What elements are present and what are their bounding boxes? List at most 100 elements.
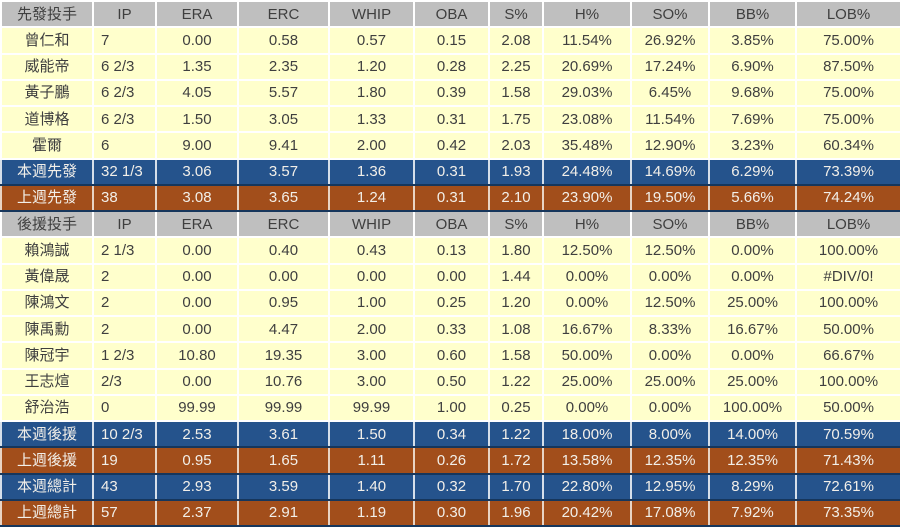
- stat-cell[interactable]: 0.00%: [708, 236, 797, 265]
- stat-cell[interactable]: 1.00: [413, 393, 490, 423]
- stat-cell[interactable]: 100.00%: [708, 393, 797, 423]
- stat-cell[interactable]: 0.42: [413, 131, 490, 160]
- stat-cell[interactable]: 3.08: [155, 183, 239, 213]
- stat-cell[interactable]: 2: [92, 314, 157, 344]
- stat-cell[interactable]: 0.43: [328, 236, 415, 265]
- stat-cell[interactable]: 1.22: [488, 367, 544, 396]
- stat-cell[interactable]: 23.90%: [542, 183, 632, 213]
- stat-cell[interactable]: 2: [92, 288, 157, 318]
- stat-cell[interactable]: 12.90%: [630, 131, 710, 160]
- column-header-cell[interactable]: WHIP: [328, 0, 415, 29]
- stat-cell[interactable]: 0.00: [237, 262, 330, 291]
- stat-cell[interactable]: 1.75: [488, 104, 544, 134]
- summary-label-cell[interactable]: 上週總計: [0, 498, 94, 527]
- stat-cell[interactable]: 0.00%: [630, 393, 710, 423]
- stat-cell[interactable]: 0.34: [413, 419, 490, 449]
- column-header-cell[interactable]: ERA: [155, 209, 239, 239]
- stat-cell[interactable]: 100.00%: [795, 236, 900, 265]
- pitcher-name-cell[interactable]: 王志煊: [0, 367, 94, 396]
- stat-cell[interactable]: 0.00: [328, 262, 415, 291]
- stat-cell[interactable]: 75.00%: [795, 104, 900, 134]
- stat-cell[interactable]: 60.34%: [795, 131, 900, 160]
- stat-cell[interactable]: 24.48%: [542, 157, 632, 186]
- stat-cell[interactable]: 0.32: [413, 472, 490, 501]
- summary-label-cell[interactable]: 上週先發: [0, 183, 94, 213]
- stat-cell[interactable]: 19.50%: [630, 183, 710, 213]
- stat-cell[interactable]: 1.58: [488, 78, 544, 108]
- stat-cell[interactable]: 19.35: [237, 341, 330, 370]
- stat-cell[interactable]: 2 1/3: [92, 236, 157, 265]
- stat-cell[interactable]: 1.50: [155, 104, 239, 134]
- stat-cell[interactable]: 0.30: [413, 498, 490, 527]
- pitcher-name-cell[interactable]: 陳冠宇: [0, 341, 94, 370]
- stat-cell[interactable]: 2.35: [237, 52, 330, 81]
- stat-cell[interactable]: 14.69%: [630, 157, 710, 186]
- stat-cell[interactable]: 70.59%: [795, 419, 900, 449]
- stat-cell[interactable]: 1.24: [328, 183, 415, 213]
- stat-cell[interactable]: 9.68%: [708, 78, 797, 108]
- stat-cell[interactable]: 1.40: [328, 472, 415, 501]
- column-header-cell[interactable]: S%: [488, 0, 544, 29]
- stat-cell[interactable]: 3.06: [155, 157, 239, 186]
- stat-cell[interactable]: 9.00: [155, 131, 239, 160]
- stat-cell[interactable]: 16.67%: [708, 314, 797, 344]
- stat-cell[interactable]: 1.20: [488, 288, 544, 318]
- stat-cell[interactable]: 7.92%: [708, 498, 797, 527]
- stat-cell[interactable]: 10.76: [237, 367, 330, 396]
- stat-cell[interactable]: 1.65: [237, 446, 330, 475]
- column-header-cell[interactable]: IP: [92, 209, 157, 239]
- stat-cell[interactable]: 2.00: [328, 314, 415, 344]
- column-header-cell[interactable]: ERC: [237, 0, 330, 29]
- stat-cell[interactable]: 6.29%: [708, 157, 797, 186]
- stat-cell[interactable]: 0.00: [155, 26, 239, 55]
- stat-cell[interactable]: 11.54%: [542, 26, 632, 55]
- stat-cell[interactable]: 1.33: [328, 104, 415, 134]
- stat-cell[interactable]: 12.95%: [630, 472, 710, 501]
- stat-cell[interactable]: 2.93: [155, 472, 239, 501]
- stat-cell[interactable]: 3.59: [237, 472, 330, 501]
- stat-cell[interactable]: 17.08%: [630, 498, 710, 527]
- column-header-cell[interactable]: S%: [488, 209, 544, 239]
- column-header-cell[interactable]: ERC: [237, 209, 330, 239]
- stat-cell[interactable]: 0.95: [155, 446, 239, 475]
- stat-cell[interactable]: 0.33: [413, 314, 490, 344]
- stat-cell[interactable]: 32 1/3: [92, 157, 157, 186]
- stat-cell[interactable]: 2.00: [328, 131, 415, 160]
- stat-cell[interactable]: 25.00%: [708, 367, 797, 396]
- stat-cell[interactable]: 75.00%: [795, 78, 900, 108]
- pitcher-name-cell[interactable]: 賴鴻誠: [0, 236, 94, 265]
- stat-cell[interactable]: 1.50: [328, 419, 415, 449]
- stat-cell[interactable]: 0.00%: [542, 393, 632, 423]
- stat-cell[interactable]: 3.23%: [708, 131, 797, 160]
- stat-cell[interactable]: 2.03: [488, 131, 544, 160]
- pitcher-name-cell[interactable]: 曾仁和: [0, 26, 94, 55]
- stat-cell[interactable]: 5.66%: [708, 183, 797, 213]
- stat-cell[interactable]: 75.00%: [795, 26, 900, 55]
- stat-cell[interactable]: 72.61%: [795, 472, 900, 501]
- stat-cell[interactable]: 16.67%: [542, 314, 632, 344]
- column-header-cell[interactable]: OBA: [413, 0, 490, 29]
- stat-cell[interactable]: 11.54%: [630, 104, 710, 134]
- stat-cell[interactable]: 50.00%: [795, 393, 900, 423]
- stat-cell[interactable]: 3.57: [237, 157, 330, 186]
- stat-cell[interactable]: 0.31: [413, 183, 490, 213]
- summary-label-cell[interactable]: 本週先發: [0, 157, 94, 186]
- stat-cell[interactable]: 0.26: [413, 446, 490, 475]
- stat-cell[interactable]: 1.96: [488, 498, 544, 527]
- stat-cell[interactable]: 1.08: [488, 314, 544, 344]
- stat-cell[interactable]: 12.35%: [630, 446, 710, 475]
- stat-cell[interactable]: 1.22: [488, 419, 544, 449]
- stat-cell[interactable]: 1.58: [488, 341, 544, 370]
- stat-cell[interactable]: 43: [92, 472, 157, 501]
- summary-label-cell[interactable]: 上週後援: [0, 446, 94, 475]
- summary-label-cell[interactable]: 本週總計: [0, 472, 94, 501]
- stat-cell[interactable]: 0.58: [237, 26, 330, 55]
- stat-cell[interactable]: 87.50%: [795, 52, 900, 81]
- stat-cell[interactable]: 0.00%: [542, 262, 632, 291]
- summary-label-cell[interactable]: 本週後援: [0, 419, 94, 449]
- stat-cell[interactable]: 0.50: [413, 367, 490, 396]
- stat-cell[interactable]: 0.00: [155, 367, 239, 396]
- column-header-cell[interactable]: SO%: [630, 209, 710, 239]
- stat-cell[interactable]: 100.00%: [795, 288, 900, 318]
- stat-cell[interactable]: 18.00%: [542, 419, 632, 449]
